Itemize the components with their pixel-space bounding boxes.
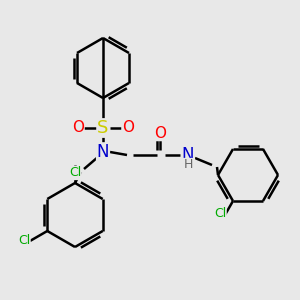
Text: O: O <box>154 125 166 140</box>
Text: Cl: Cl <box>214 207 226 220</box>
Text: S: S <box>97 119 109 137</box>
Text: Cl: Cl <box>18 235 30 248</box>
Text: Cl: Cl <box>69 167 81 179</box>
Text: N: N <box>182 146 194 164</box>
Text: O: O <box>122 121 134 136</box>
Text: N: N <box>97 143 109 161</box>
Text: H: H <box>183 158 193 172</box>
Text: O: O <box>72 121 84 136</box>
